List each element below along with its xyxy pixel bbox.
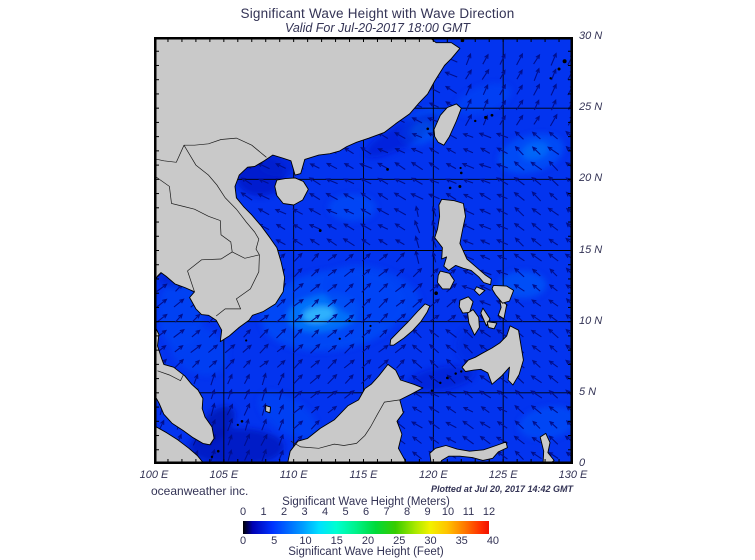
lon-label: 115 E bbox=[349, 469, 378, 481]
legend-feet-tick: 30 bbox=[424, 535, 437, 547]
legend-meters-tick: 6 bbox=[362, 506, 370, 518]
legend-meters-tick: 8 bbox=[403, 506, 411, 518]
lon-label: 130 E bbox=[558, 469, 588, 481]
legend-meters-tick: 10 bbox=[441, 506, 455, 518]
lat-label: 15 N bbox=[579, 243, 603, 256]
plotted-note: Plotted at Jul 20, 2017 14:42 GMT bbox=[430, 484, 573, 494]
legend-meters-label: Significant Wave Height (Meters) bbox=[282, 496, 450, 508]
legend-feet-tick: 5 bbox=[271, 535, 278, 547]
legend-meters-tick: 1 bbox=[260, 506, 267, 518]
lat-label: 10 N bbox=[579, 314, 603, 327]
lon-label: 105 E bbox=[209, 469, 239, 481]
page-title: Significant Wave Height with Wave Direct… bbox=[240, 6, 515, 21]
legend-meters-tick: 7 bbox=[383, 506, 390, 518]
wave-map bbox=[154, 37, 573, 464]
legend-meters-tick: 0 bbox=[239, 506, 247, 518]
page-subtitle: Valid For Jul-20-2017 18:00 GMT bbox=[284, 21, 471, 35]
legend-feet-tick: 10 bbox=[299, 535, 312, 547]
credit-text: oceanweather inc. bbox=[151, 484, 249, 498]
legend-meters-tick: 9 bbox=[424, 506, 431, 518]
legend-feet-tick: 15 bbox=[330, 535, 343, 547]
lat-label: 5 N bbox=[579, 385, 597, 398]
legend-meters-tick: 2 bbox=[280, 506, 288, 518]
legend-meters-tick: 12 bbox=[482, 506, 496, 518]
legend-feet-label: Significant Wave Height (Feet) bbox=[288, 546, 444, 558]
legend-meters-tick: 11 bbox=[462, 506, 475, 518]
legend-colorbar bbox=[243, 521, 489, 534]
legend-meters-tick: 5 bbox=[342, 506, 349, 518]
lon-label: 110 E bbox=[279, 469, 308, 481]
lon-label: 125 E bbox=[488, 469, 518, 481]
legend-feet-tick: 25 bbox=[393, 535, 406, 547]
legend-feet-tick: 20 bbox=[361, 535, 375, 547]
lat-label: 20 N bbox=[579, 172, 603, 185]
legend-meters-tick: 3 bbox=[301, 506, 308, 518]
lon-label: 100 E bbox=[139, 469, 169, 481]
legend-feet-tick: 0 bbox=[239, 535, 247, 547]
lat-label: 30 N bbox=[579, 30, 603, 42]
lat-label: 0 bbox=[579, 457, 586, 469]
lon-label: 120 E bbox=[418, 469, 448, 481]
legend-meters-tick: 4 bbox=[321, 506, 329, 518]
lat-label: 25 N bbox=[579, 101, 603, 114]
legend-feet-tick: 40 bbox=[486, 535, 500, 547]
legend-feet-tick: 35 bbox=[455, 535, 468, 547]
